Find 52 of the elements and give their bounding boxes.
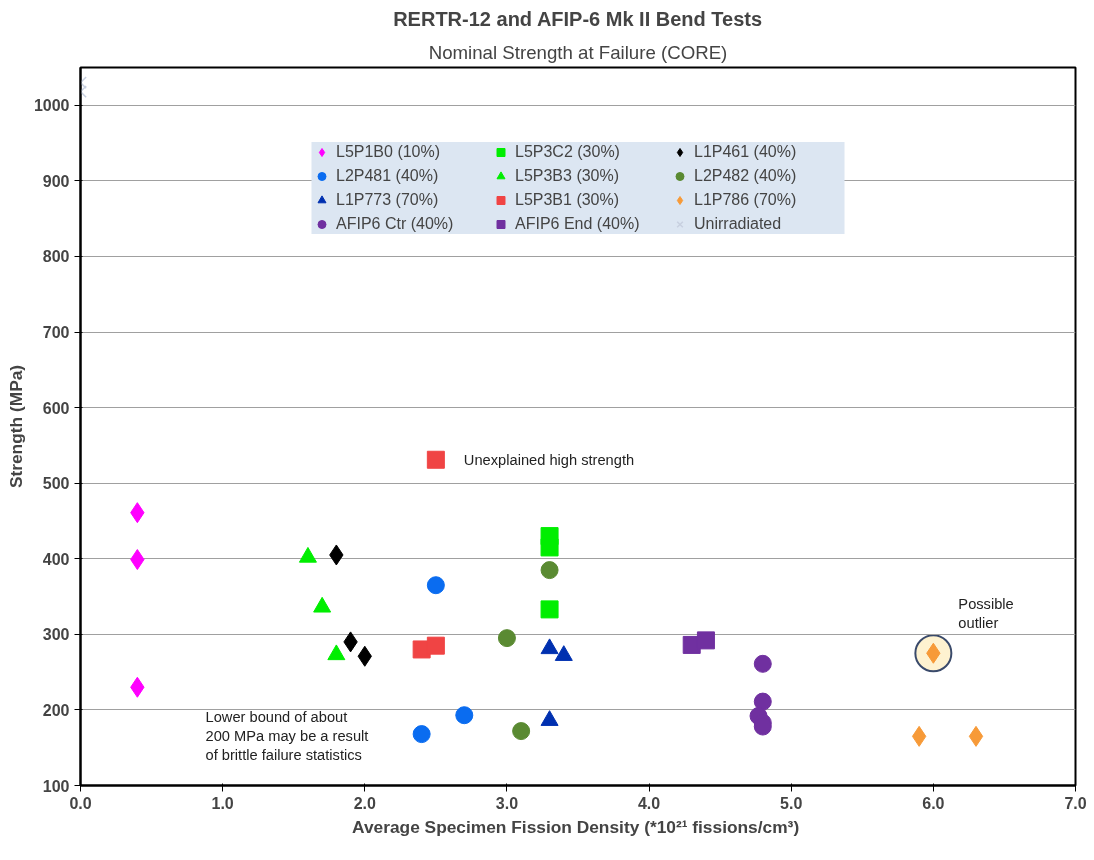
- x-tick-label: 4.0: [637, 794, 661, 812]
- y-tick-label: 1000: [33, 97, 70, 115]
- legend-label: AFIP6 End (40%): [515, 215, 641, 233]
- point: [753, 692, 772, 711]
- legend-label: L5P3B3 (30%): [515, 167, 621, 185]
- x-tick-label: 2.0: [353, 794, 377, 812]
- y-tick-label: 200: [42, 701, 70, 719]
- legend-label: L5P1B0 (10%): [336, 143, 442, 161]
- x-tick-label: 1.0: [211, 794, 234, 812]
- chart-subtitle: Nominal Strength at Failure (CORE): [428, 41, 728, 63]
- y-tick-label: 400: [42, 550, 70, 568]
- y-tick-label: 100: [42, 777, 70, 795]
- y-tick-label: 500: [42, 475, 70, 493]
- x-axis-title: Average Specimen Fission Density (*10²¹ fissions/cm³): [352, 816, 800, 837]
- point: [426, 450, 445, 469]
- annotation: Lower bound of about 200 MPa may be a result of brittle failure statistics: [205, 709, 369, 764]
- annotation: Unexplained high strength: [463, 451, 635, 468]
- annotation: Possible outlier: [958, 596, 1014, 632]
- legend-label: L1P461 (40%): [694, 143, 798, 161]
- x-tick-label: 7.0: [1064, 794, 1087, 812]
- y-tick-label: 300: [42, 626, 70, 644]
- point: [512, 722, 531, 741]
- point: [696, 631, 715, 650]
- point: [426, 576, 445, 595]
- legend-label: L5P3B1 (30%): [515, 191, 621, 209]
- legend-label: AFIP6 Ctr (40%): [336, 215, 455, 233]
- point: [540, 538, 559, 557]
- legend-label: Unirradiated: [694, 215, 783, 233]
- x-tick-label: 3.0: [495, 794, 519, 812]
- point: [753, 654, 772, 673]
- point: [426, 636, 445, 655]
- y-tick-label: 600: [42, 399, 70, 417]
- chart-title: RERTR-12 and AFIP-6 Mk II Bend Tests: [393, 7, 763, 30]
- point: [968, 725, 984, 747]
- x-tick-label: 6.0: [922, 794, 945, 812]
- point: [412, 725, 431, 744]
- y-tick-label: 700: [42, 324, 70, 342]
- legend-label: L2P482 (40%): [694, 167, 798, 185]
- y-tick-label: 800: [42, 248, 70, 266]
- legend-label: L1P773 (70%): [336, 191, 440, 209]
- legend-label: L2P481 (40%): [336, 167, 440, 185]
- legend-label: L1P786 (70%): [694, 191, 798, 209]
- x-tick-label: 0.0: [69, 794, 92, 812]
- point: [540, 600, 559, 619]
- y-tick-label: 900: [42, 172, 70, 190]
- point: [911, 725, 927, 747]
- x-tick-label: 5.0: [780, 794, 803, 812]
- point: [455, 706, 474, 725]
- y-axis-title: Strength (MPa): [5, 364, 26, 489]
- point: [540, 561, 559, 580]
- legend-label: L5P3C2 (30%): [515, 143, 621, 161]
- point: [497, 629, 516, 648]
